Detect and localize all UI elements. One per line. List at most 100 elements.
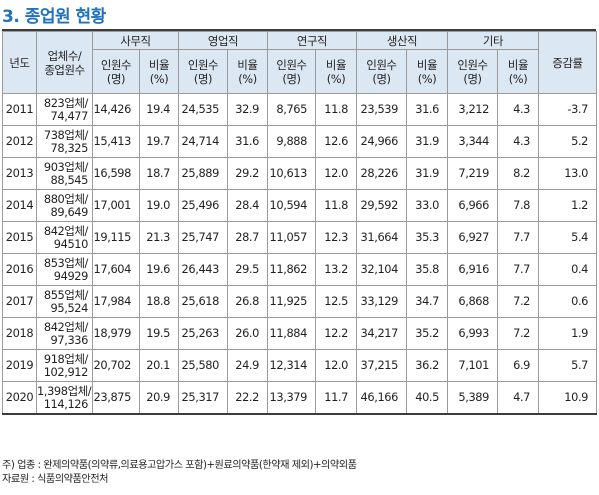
header-count: 인원수 (명) (92, 49, 140, 94)
ratio-cell: 19.4 (139, 93, 179, 126)
employees-total: 88,545 (50, 172, 89, 187)
header-ratio-line2: (%) (149, 71, 169, 86)
header-ratio-line2: (%) (508, 71, 528, 86)
headcount-cell: 25,747 (178, 221, 228, 254)
ratio-cell: 21.3 (139, 221, 179, 254)
header-group-sales: 영업직 (178, 31, 268, 50)
headcount-cell: 19,115 (92, 221, 140, 254)
employees-total: 74,477 (50, 108, 89, 123)
ratio-cell: 7.7 (496, 253, 540, 286)
companies-count: 880업체/ (43, 191, 89, 206)
ratio-cell: 12.2 (315, 317, 357, 350)
headcount-cell: 37,215 (356, 349, 407, 382)
ratio-cell: 20.9 (139, 381, 179, 415)
employees-total: 114,126 (43, 396, 89, 411)
headcount-cell: 18,979 (92, 317, 140, 350)
ratio-cell: 11.8 (315, 189, 357, 222)
header-ratio-line1: 비율 (507, 57, 529, 72)
ratio-cell: 33.0 (406, 189, 448, 222)
employees-total: 94929 (53, 268, 89, 283)
headcount-cell: 23,875 (92, 381, 140, 415)
headcount-cell: 32,104 (356, 253, 407, 286)
headcount-cell: 13,379 (267, 381, 316, 415)
ratio-cell: 32.9 (227, 93, 268, 126)
change-rate-cell: 5.2 (538, 125, 598, 158)
year-cell: 2012 (2, 125, 37, 158)
ratio-cell: 4.3 (496, 125, 540, 158)
ratio-cell: 19.5 (139, 317, 179, 350)
ratio-cell: 6.9 (496, 349, 540, 382)
companies-employees-cell: 903업체/88,545 (36, 157, 93, 190)
ratio-cell: 26.0 (227, 317, 268, 350)
header-ratio-line1: 비율 (148, 57, 170, 72)
companies-employees-cell: 1,398업체/114,126 (36, 381, 93, 415)
header-count: 인원수 (명) (356, 49, 407, 94)
ratio-cell: 12.6 (315, 125, 357, 158)
companies-employees-cell: 738업체/78,325 (36, 125, 93, 158)
headcount-cell: 24,535 (178, 93, 228, 126)
headcount-cell: 33,129 (356, 285, 407, 318)
ratio-cell: 31.9 (406, 157, 448, 190)
ratio-cell: 12.3 (315, 221, 357, 254)
table-row: 2020 1,398업체/114,126 23,875 20.9 25,317 22.2 1… (2, 381, 598, 415)
headcount-cell: 28,226 (356, 157, 407, 190)
header-ratio-line1: 비율 (325, 57, 347, 72)
headcount-cell: 23,539 (356, 93, 407, 126)
companies-count: 823업체/ (43, 95, 89, 110)
employee-status-table: 년도 업체수/ 종업원수 사무직 영업직 연구직 생산직 기타 증감률 인원수(… (2, 31, 598, 415)
headcount-cell: 10,613 (267, 157, 316, 190)
table-top-rule (2, 29, 596, 31)
header-companies: 업체수/ 종업원수 (36, 31, 93, 94)
headcount-cell: 25,496 (178, 189, 228, 222)
header-count: 인원수 (명) (447, 49, 498, 94)
year-cell: 2018 (2, 317, 37, 350)
employees-total: 95,524 (50, 300, 89, 315)
ratio-cell: 12.0 (315, 349, 357, 382)
ratio-cell: 20.1 (139, 349, 179, 382)
companies-count: 842업체/ (43, 319, 89, 334)
companies-employees-cell: 918업체/102,912 (36, 349, 93, 382)
employees-total: 78,325 (50, 140, 89, 155)
year-cell: 2020 (2, 381, 37, 415)
ratio-cell: 24.9 (227, 349, 268, 382)
change-rate-cell: 0.4 (538, 253, 598, 286)
ratio-cell: 7.7 (496, 221, 540, 254)
headcount-cell: 25,263 (178, 317, 228, 350)
change-rate-cell: 1.2 (538, 189, 598, 222)
ratio-cell: 12.5 (315, 285, 357, 318)
ratio-cell: 35.2 (406, 317, 448, 350)
ratio-cell: 34.7 (406, 285, 448, 318)
headcount-cell: 17,001 (92, 189, 140, 222)
headcount-cell: 31,664 (356, 221, 407, 254)
ratio-cell: 40.5 (406, 381, 448, 415)
change-rate-cell: 5.7 (538, 349, 598, 382)
headcount-cell: 20,702 (92, 349, 140, 382)
headcount-cell: 15,413 (92, 125, 140, 158)
change-rate-cell: -3.7 (538, 93, 598, 126)
header-companies-line1: 업체수/ (47, 48, 82, 63)
ratio-cell: 7.2 (496, 285, 540, 318)
headcount-cell: 7,101 (447, 349, 498, 382)
headcount-cell: 11,057 (267, 221, 316, 254)
headcount-cell: 6,966 (447, 189, 498, 222)
table-row: 2019 918업체/102,912 20,702 20.1 25,580 24.9 12,… (2, 349, 598, 382)
header-count: 인원수 (명) (178, 49, 228, 94)
header-group-office: 사무직 (92, 31, 179, 50)
headcount-cell: 9,888 (267, 125, 316, 158)
ratio-cell: 12.0 (315, 157, 357, 190)
headcount-cell: 3,344 (447, 125, 498, 158)
employees-total: 102,912 (43, 364, 89, 379)
header-ratio-line2: (%) (326, 71, 346, 86)
headcount-cell: 26,443 (178, 253, 228, 286)
headcount-cell: 24,966 (356, 125, 407, 158)
year-cell: 2019 (2, 349, 37, 382)
headcount-cell: 8,765 (267, 93, 316, 126)
ratio-cell: 35.8 (406, 253, 448, 286)
ratio-cell: 28.4 (227, 189, 268, 222)
ratio-cell: 19.6 (139, 253, 179, 286)
ratio-cell: 18.7 (139, 157, 179, 190)
table-row: 2014 880업체/89,649 17,001 19.0 25,496 28.4 10,5… (2, 189, 598, 222)
companies-employees-cell: 823업체/74,477 (36, 93, 93, 126)
year-cell: 2017 (2, 285, 37, 318)
year-cell: 2015 (2, 221, 37, 254)
